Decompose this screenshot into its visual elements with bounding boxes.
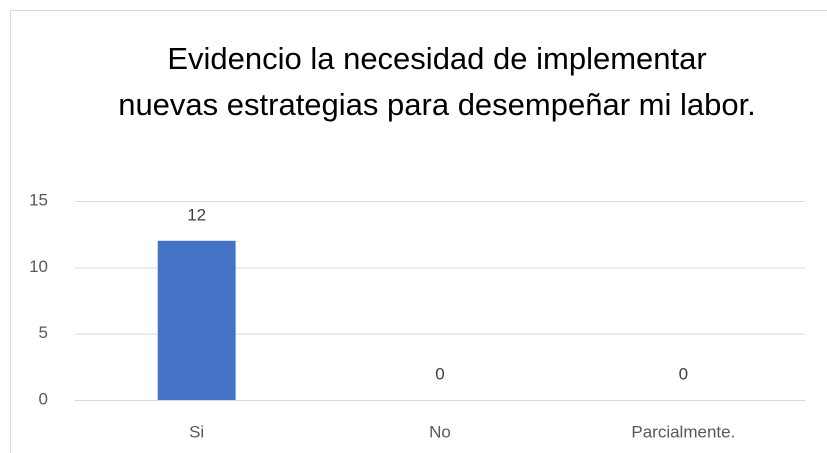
chart-title: Evidencio la necesidad de implementar nu…	[118, 41, 756, 122]
x-tick-label: Si	[189, 422, 204, 441]
data-label: 12	[187, 205, 206, 224]
y-tick-label: 10	[29, 257, 48, 276]
y-tick-label: 5	[39, 323, 48, 342]
bar	[157, 240, 236, 400]
x-tick-label: Parcialmente.	[631, 422, 735, 441]
y-tick-label: 15	[29, 190, 48, 209]
data-label: 0	[435, 364, 444, 383]
x-tick-label: No	[429, 422, 451, 441]
data-label: 0	[679, 364, 688, 383]
y-tick-label: 0	[39, 389, 48, 408]
chart-border	[10, 10, 827, 453]
